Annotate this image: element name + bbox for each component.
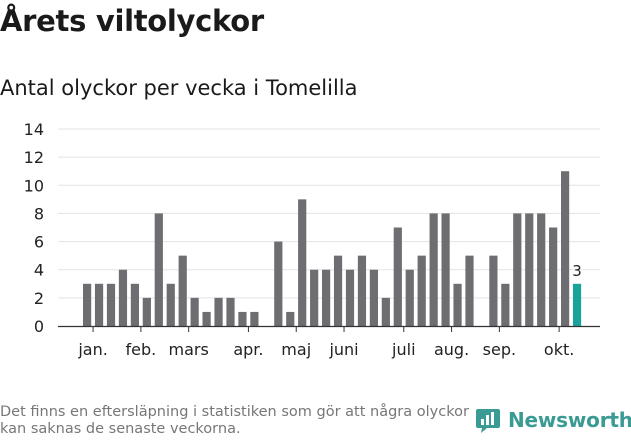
bar-week-18 [286,311,295,326]
y-tick-label: 8 [34,204,44,223]
bar-week-31 [441,213,450,326]
bar-week-21 [322,269,331,326]
newsworthy-logo-icon [476,409,500,433]
bar-week-17 [274,241,283,326]
bar-week-3 [106,283,116,326]
bar-week-13 [226,297,235,326]
bar-week-12 [214,297,223,326]
newsworthy-logo-text: Newsworthy [508,408,631,432]
bar-week-41 [561,171,570,326]
bar-week-10 [190,297,199,326]
bar-week-14 [238,311,247,326]
bar-week-40 [549,227,558,326]
bar-week-20 [310,269,319,326]
y-tick-label: 6 [34,233,44,252]
bar-week-27 [393,227,402,326]
bar-week-37 [513,213,522,326]
x-tick-label: sep. [483,340,516,359]
y-tick-label: 12 [24,148,44,167]
x-tick-label: maj [281,340,311,359]
data-labels: 3 [572,262,582,280]
y-tick-label: 0 [34,317,44,336]
y-tick-label: 10 [24,176,44,195]
newsworthy-logo: Newsworthy [475,407,631,441]
bar-week-6 [142,297,151,326]
bar-week-15 [250,311,259,326]
bar-week-28 [405,269,414,326]
x-tick-label: aug. [434,340,469,359]
bar-week-29 [417,255,426,326]
bar-week-38 [525,213,534,326]
y-axis-ticks: 0 2 4 6 8 10 12 14 [24,120,44,336]
chart-title: Årets viltolyckor [0,4,264,38]
x-tick-label: apr. [233,340,263,359]
data-label: 3 [572,262,582,280]
bar-week-23 [345,269,355,326]
bar-week-8 [166,283,175,326]
bar-week-11 [202,311,211,326]
bar-week-22 [333,255,343,326]
x-tick-label: feb. [126,340,157,359]
bar-week-1 [83,283,92,326]
x-tick-label: mars [169,340,209,359]
bar-week-39 [537,213,546,326]
bar-week-26 [381,297,390,326]
x-tick-label: jan. [77,340,107,359]
bar-week-9 [178,255,187,326]
bar-week-35 [489,255,498,326]
bar-week-24 [357,255,367,326]
chart-subtitle: Antal olyckor per vecka i Tomelilla [0,76,358,100]
footnote: Det finns en eftersläpning i statistiken… [0,404,469,437]
x-axis-ticks: jan. feb. mars apr. maj juni juli aug. sep. okt. [58,325,600,359]
bar-week-4 [118,269,128,326]
y-tick-label: 2 [34,289,44,308]
bar-chart: 0 2 4 6 8 10 12 14 3 jan. feb. mars apr. maj juni jul… [24,120,600,359]
bar-week-5 [130,283,139,326]
x-tick-label: juni [328,340,358,359]
bar-week-33 [465,255,474,326]
bar-highlight-week-42 [572,283,582,326]
y-tick-label: 14 [24,120,44,139]
bars [83,171,582,326]
bar-week-30 [429,213,438,326]
y-tick-label: 4 [34,261,44,280]
bar-week-7 [154,213,163,326]
bar-week-32 [453,283,462,326]
x-tick-label: okt. [544,340,574,359]
x-tick-label: juli [391,340,415,359]
bar-week-2 [94,283,104,326]
bar-week-25 [369,269,378,326]
bar-week-19 [298,199,307,326]
bar-week-36 [501,283,510,326]
